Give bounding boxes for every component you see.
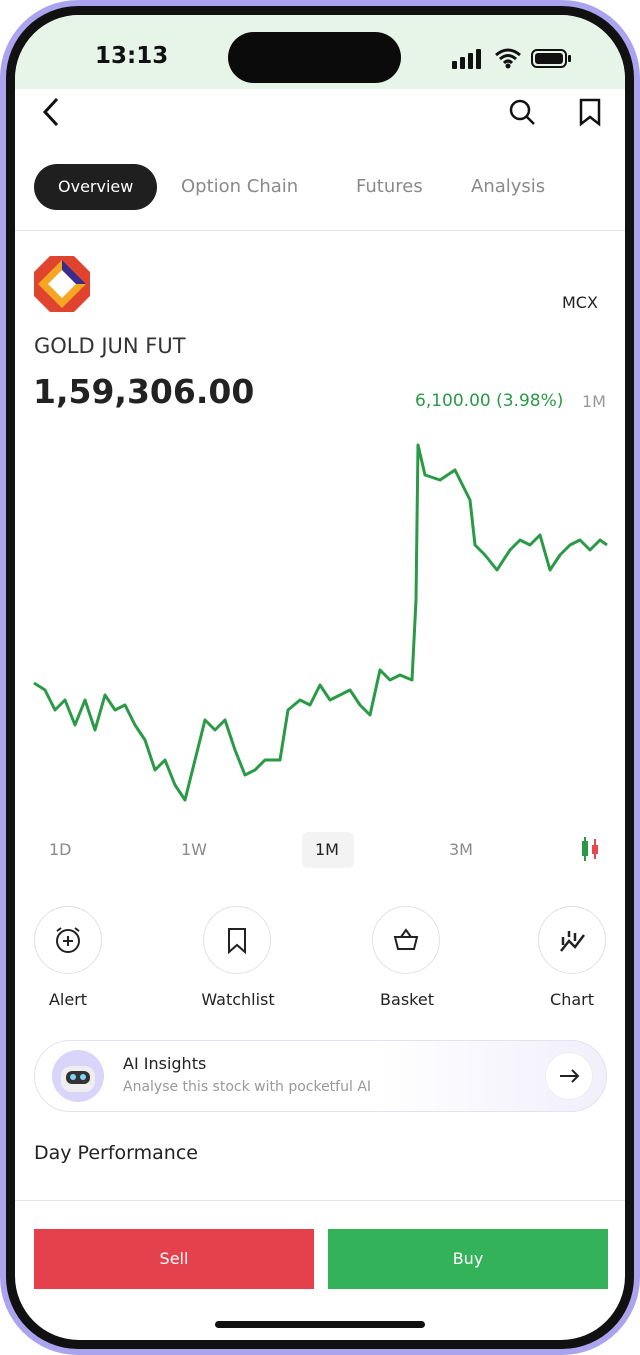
tab[interactable]: Analysis xyxy=(471,176,546,197)
range-highlight xyxy=(302,832,354,868)
ai-subtitle: Analyse this stock with pocketful AI xyxy=(123,1079,372,1095)
status-icons xyxy=(452,48,571,69)
range-option[interactable]: 1W xyxy=(181,840,207,859)
exchange: MCX xyxy=(562,293,598,312)
change-period: 1M xyxy=(582,392,606,411)
instrument-logo xyxy=(34,256,90,312)
back-button[interactable] xyxy=(37,95,67,129)
divider xyxy=(15,230,625,231)
divider xyxy=(15,1200,625,1201)
search-button[interactable] xyxy=(507,97,537,127)
status-time: 13:13 xyxy=(95,43,169,69)
action-label: Alert xyxy=(48,990,88,1009)
tab[interactable]: Futures xyxy=(356,176,423,197)
dynamic-island xyxy=(228,32,401,83)
alert-button[interactable] xyxy=(34,906,102,974)
candle-toggle[interactable] xyxy=(578,836,602,862)
bookmark-button[interactable] xyxy=(577,97,603,127)
action-label: Chart xyxy=(550,990,594,1009)
price-sparkline xyxy=(33,443,608,802)
range-option[interactable]: 1D xyxy=(49,840,72,859)
action-label: Basket xyxy=(380,990,434,1009)
watchlist-button[interactable] xyxy=(203,906,271,974)
home-indicator xyxy=(215,1321,425,1328)
instrument-name: GOLD JUN FUT xyxy=(34,334,186,358)
ai-robot xyxy=(52,1050,104,1102)
section-title: Day Performance xyxy=(34,1142,198,1164)
buy-button[interactable]: Buy xyxy=(328,1229,608,1289)
range-option[interactable]: 1M xyxy=(315,840,339,859)
range-option[interactable]: 3M xyxy=(449,840,473,859)
basket-button[interactable] xyxy=(372,906,440,974)
ai-arrow[interactable] xyxy=(545,1052,593,1100)
action-label: Watchlist xyxy=(201,990,275,1009)
chart-button[interactable] xyxy=(538,906,606,974)
price-change: 6,100.00 (3.98%) xyxy=(415,391,564,411)
ai-title: AI Insights xyxy=(123,1054,207,1073)
sell-button[interactable]: Sell xyxy=(34,1229,314,1289)
screen: 13:13 Overview Option Chain Futures Anal… xyxy=(15,15,625,1340)
ai-card[interactable]: AI Insights Analyse this stock with pock… xyxy=(34,1040,607,1112)
tab[interactable]: Option Chain xyxy=(181,176,299,197)
price: 1,59,306.00 xyxy=(33,372,255,411)
tab[interactable]: Overview xyxy=(34,164,158,210)
